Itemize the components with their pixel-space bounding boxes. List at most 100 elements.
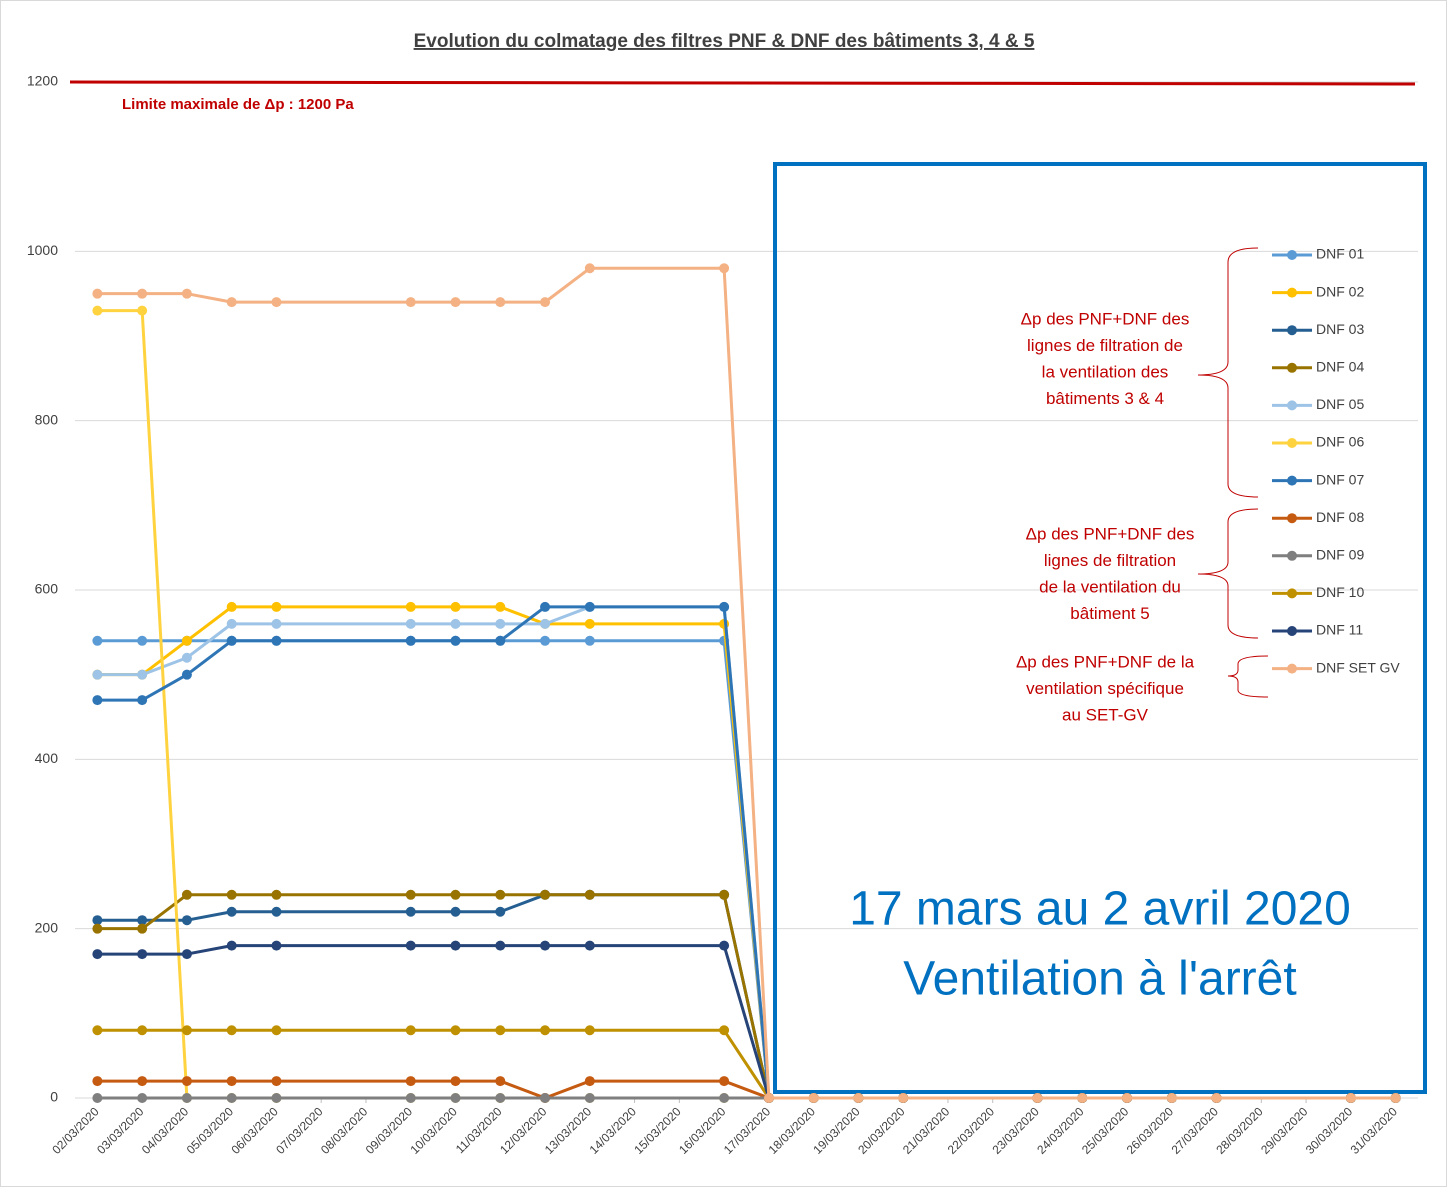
data-point (584, 601, 595, 612)
data-point (540, 635, 551, 646)
data-point (92, 1025, 103, 1036)
data-point (540, 601, 551, 612)
brace (1197, 508, 1259, 639)
data-point (181, 949, 192, 960)
data-point (1390, 1093, 1401, 1103)
brace (1227, 655, 1269, 698)
data-point (540, 1093, 551, 1103)
legend-marker (1287, 588, 1297, 599)
legend-label: DNF 04 (1316, 359, 1364, 375)
data-point (450, 1025, 461, 1036)
data-point (540, 618, 551, 629)
data-point (271, 635, 282, 646)
data-point (584, 635, 595, 646)
legend-marker (1287, 663, 1297, 674)
data-point (92, 695, 103, 706)
data-point (92, 949, 103, 960)
annotation-text: lignes de filtration (1044, 551, 1176, 570)
legend-label: DNF 10 (1316, 584, 1364, 600)
data-point (1345, 1093, 1356, 1103)
data-point (853, 1093, 864, 1103)
data-point (450, 635, 461, 646)
data-point (450, 1093, 461, 1103)
data-point (719, 263, 730, 274)
data-point (181, 1025, 192, 1036)
data-point (137, 695, 148, 706)
data-point (405, 635, 416, 646)
data-point (271, 618, 282, 629)
annotation-text: bâtiments 3 & 4 (1046, 389, 1164, 408)
data-point (719, 1025, 730, 1036)
data-point (405, 618, 416, 629)
limit-line (69, 80, 1416, 86)
data-point (540, 1025, 551, 1036)
data-point (1166, 1093, 1177, 1103)
data-point (271, 1093, 282, 1103)
braces (1197, 247, 1269, 698)
limit-label: Limite maximale de Δp : 1200 Pa (122, 96, 354, 113)
annotation-text: lignes de filtration de (1027, 336, 1183, 355)
data-point (540, 297, 551, 308)
data-point (226, 1025, 237, 1036)
data-point (226, 297, 237, 308)
y-tick-label: 0 (50, 1089, 58, 1105)
data-point (137, 305, 148, 316)
legend-marker (1287, 550, 1297, 561)
data-point (226, 1093, 237, 1103)
legend-label: DNF 08 (1316, 509, 1364, 525)
data-point (405, 889, 416, 900)
box-text: Ventilation à l'arrêt (903, 953, 1296, 1006)
data-point (137, 1076, 148, 1087)
legend-marker (1287, 438, 1297, 448)
data-point (584, 889, 595, 900)
data-point (584, 1076, 595, 1087)
data-point (226, 618, 237, 629)
y-tick-label: 800 (35, 411, 59, 427)
brace (1197, 247, 1259, 498)
data-point (92, 288, 103, 299)
data-point (137, 949, 148, 960)
series-line (97, 266, 1396, 1100)
data-point (495, 889, 506, 900)
legend-label: DNF 02 (1316, 283, 1364, 299)
legend-label: DNF SET GV (1316, 659, 1400, 675)
data-point (181, 1093, 192, 1103)
data-point (137, 1025, 148, 1036)
annotation-text: de la ventilation du (1039, 577, 1181, 596)
data-point (405, 940, 416, 951)
data-point (137, 915, 148, 926)
data-point (450, 889, 461, 900)
data-point (181, 669, 192, 680)
data-point (898, 1093, 909, 1103)
data-point (495, 1093, 506, 1103)
legend-label: DNF 09 (1316, 547, 1364, 563)
annotation-text: Δp des PNF+DNF des (1026, 524, 1195, 543)
data-point (92, 305, 103, 316)
legend-label: DNF 11 (1316, 622, 1363, 638)
data-point (540, 940, 551, 951)
data-point (92, 1093, 103, 1103)
data-point (137, 669, 148, 680)
data-point (92, 635, 103, 646)
data-point (584, 1093, 595, 1103)
annotation-text: ventilation spécifique (1026, 679, 1184, 698)
shutdown-box (773, 162, 1427, 1094)
data-point (450, 618, 461, 629)
data-point (405, 1025, 416, 1036)
data-point (1032, 1093, 1043, 1103)
data-point (271, 940, 282, 951)
data-point (450, 940, 461, 951)
data-point (495, 618, 506, 629)
data-point (181, 288, 192, 299)
legend-label: DNF 07 (1316, 471, 1364, 487)
data-point (181, 635, 192, 646)
legend-label: DNF 03 (1316, 321, 1364, 337)
data-point (1122, 1093, 1133, 1103)
data-point (808, 1093, 819, 1103)
data-point (450, 297, 461, 308)
legend-marker (1287, 400, 1297, 411)
data-point (584, 618, 595, 629)
data-point (450, 1076, 461, 1087)
annotation-text: bâtiment 5 (1070, 604, 1149, 623)
data-point (137, 923, 148, 934)
